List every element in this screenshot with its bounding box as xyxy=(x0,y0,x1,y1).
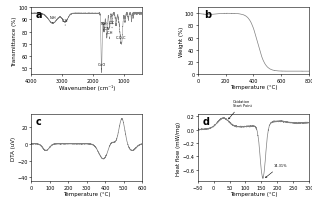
Text: c: c xyxy=(36,117,41,127)
Text: C-N: C-N xyxy=(104,27,110,36)
X-axis label: Wavenumber (cm⁻¹): Wavenumber (cm⁻¹) xyxy=(59,85,115,91)
Text: C=O: C=O xyxy=(97,62,105,70)
Text: 14.31%: 14.31% xyxy=(266,164,287,178)
Y-axis label: DTA (uV): DTA (uV) xyxy=(11,136,16,160)
Text: C-O-C: C-O-C xyxy=(115,36,126,44)
Text: C-H: C-H xyxy=(62,19,68,26)
Y-axis label: Transmittance (%): Transmittance (%) xyxy=(12,17,17,67)
Y-axis label: Weight (%): Weight (%) xyxy=(178,27,183,57)
X-axis label: Temperature (°C): Temperature (°C) xyxy=(230,191,277,196)
Text: C-H: C-H xyxy=(106,31,113,40)
Text: b: b xyxy=(204,10,212,20)
X-axis label: Temperature (°C): Temperature (°C) xyxy=(63,191,110,196)
Y-axis label: Heat flow (mW/mg): Heat flow (mW/mg) xyxy=(176,121,181,175)
X-axis label: Temperature (°C): Temperature (°C) xyxy=(230,85,277,90)
Text: d: d xyxy=(202,117,209,127)
Text: N-H: N-H xyxy=(50,16,56,24)
Text: Oxidation
Start Point: Oxidation Start Point xyxy=(229,99,252,119)
Text: N-H: N-H xyxy=(100,22,107,31)
Text: a: a xyxy=(36,10,42,20)
Text: C-C: C-C xyxy=(109,21,115,29)
